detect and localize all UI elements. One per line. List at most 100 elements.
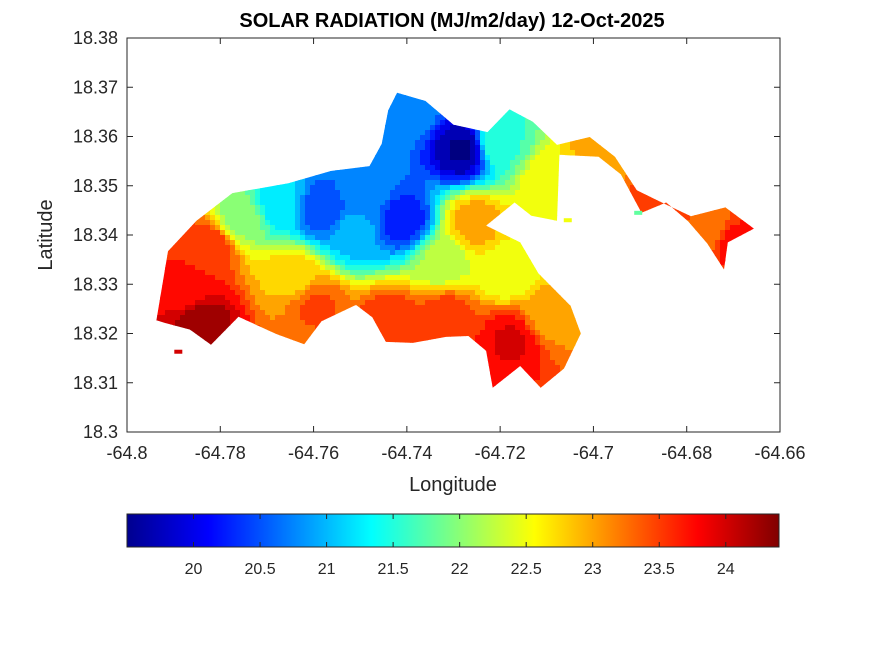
field-cell [210,225,216,231]
field-cell [185,245,191,251]
field-cell [260,225,266,231]
field-cell [365,185,371,191]
field-cell [450,245,456,251]
field-cell [540,195,546,201]
field-cell [420,210,426,216]
field-cell [435,155,441,161]
field-cell [590,150,596,156]
field-cell [450,225,456,231]
field-cell [415,245,421,251]
field-cell [385,115,391,121]
field-cell [335,250,341,256]
field-cell [255,220,261,226]
field-cell [425,195,431,201]
field-cell [490,125,496,131]
field-cell [465,205,471,211]
field-cell [425,235,431,241]
field-cell [405,175,411,181]
field-cell [235,225,241,231]
field-cell [405,140,411,146]
field-cell [295,190,301,196]
field-cell [495,175,501,181]
field-cell [320,200,326,206]
field-cell [645,200,651,206]
field-cell [265,195,271,201]
field-cell [435,130,441,136]
field-cell [235,200,241,206]
field-cell [430,200,436,206]
field-cell [440,185,446,191]
field-cell [700,235,706,241]
field-cell [460,140,466,146]
field-cell [355,235,361,241]
field-cell [510,175,516,181]
field-cell [475,195,481,201]
field-cell [490,140,496,146]
field-cell [510,140,516,146]
field-cell [220,245,226,251]
field-cell [400,100,406,106]
field-cell [460,190,466,196]
field-cell [230,225,236,231]
field-cell [385,210,391,216]
field-cell [505,245,511,251]
field-cell [310,255,316,261]
field-cell [295,225,301,231]
field-cell [525,140,531,146]
field-cell [605,160,611,166]
field-cell [265,235,271,241]
field-cell [415,220,421,226]
field-cell [495,155,501,161]
field-cell [420,110,426,116]
field-cell [510,185,516,191]
field-cell [495,240,501,246]
field-cell [495,235,501,241]
field-cell [420,225,426,231]
field-cell [435,245,441,251]
field-cell [255,240,261,246]
field-cell [720,235,726,241]
field-cell [480,210,486,216]
field-cell [325,180,331,186]
field-cell [375,240,381,246]
field-cell [230,210,236,216]
field-cell [270,255,276,261]
field-cell [730,230,736,236]
field-cell [280,225,286,231]
field-cell [360,180,366,186]
field-cell [285,225,291,231]
field-cell [360,240,366,246]
field-cell [575,145,581,151]
field-cell [730,235,736,241]
field-cell [275,200,281,206]
field-cell [550,185,556,191]
field-cell [490,235,496,241]
field-cell [420,100,426,106]
field-cell [335,180,341,186]
field-cell [190,240,196,246]
field-cell [415,150,421,156]
field-cell [680,210,686,216]
field-cell [290,200,296,206]
field-cell [310,205,316,211]
field-cell [340,170,346,176]
field-cell [395,120,401,126]
field-cell [545,200,551,206]
field-cell [465,220,471,226]
field-cell [750,225,754,231]
field-cell [380,235,386,241]
field-cell [385,140,391,146]
field-cell [445,180,451,186]
field-cell [315,190,321,196]
field-cell [440,140,446,146]
field-cell [445,135,451,141]
field-cell [450,125,456,131]
field-cell [435,210,441,216]
field-cell [410,180,416,186]
field-cell [705,215,711,221]
field-cell [260,230,266,236]
field-cell [295,230,301,236]
field-cell [360,165,366,171]
field-cell [405,155,411,161]
field-cell [410,250,416,256]
